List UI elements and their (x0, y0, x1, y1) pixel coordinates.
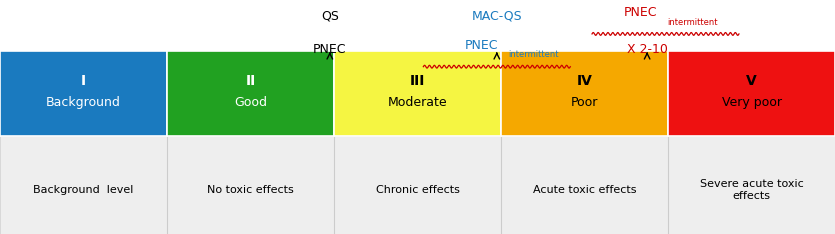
Text: Acute toxic effects: Acute toxic effects (533, 185, 636, 195)
Text: intermittent: intermittent (509, 50, 559, 59)
Text: MAC-QS: MAC-QS (472, 10, 522, 23)
Text: IV: IV (576, 74, 593, 88)
Text: I: I (81, 74, 86, 88)
Text: Background: Background (46, 96, 121, 110)
Text: II: II (245, 74, 256, 88)
Bar (167, 51, 334, 136)
Text: No toxic effects: No toxic effects (207, 185, 294, 195)
Bar (0, 136, 835, 234)
Text: Good: Good (234, 96, 267, 110)
Text: Very poor: Very poor (721, 96, 782, 110)
Bar (501, 51, 668, 136)
Text: Severe acute toxic
effects: Severe acute toxic effects (700, 179, 803, 201)
Text: Background  level: Background level (33, 185, 134, 195)
Text: Chronic effects: Chronic effects (376, 185, 459, 195)
Text: Poor: Poor (571, 96, 598, 110)
Text: X 2-10: X 2-10 (627, 43, 667, 56)
Text: III: III (410, 74, 425, 88)
Bar (668, 51, 835, 136)
Bar (0, 51, 167, 136)
Text: V: V (746, 74, 757, 88)
Text: Moderate: Moderate (387, 96, 448, 110)
Bar (334, 51, 501, 136)
Text: intermittent: intermittent (667, 18, 717, 27)
Text: PNEC: PNEC (465, 39, 498, 52)
Text: PNEC: PNEC (313, 43, 347, 56)
Text: PNEC: PNEC (624, 6, 657, 19)
Text: QS: QS (321, 10, 339, 23)
